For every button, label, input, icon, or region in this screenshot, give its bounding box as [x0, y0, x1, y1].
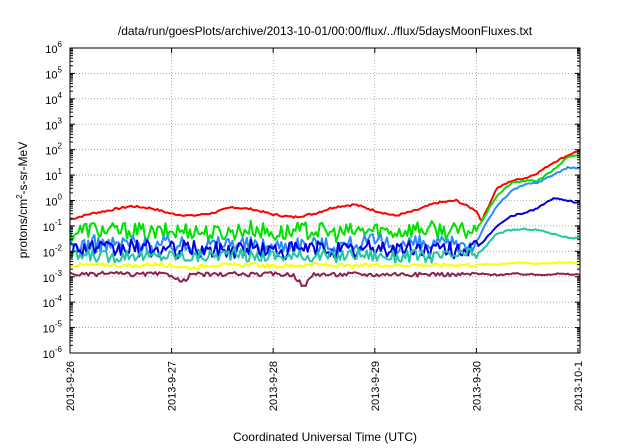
chart-title: /data/run/goesPlots/archive/2013-10-01/0… [118, 24, 533, 38]
y-tick-label: 100 [45, 193, 62, 209]
y-tick-label: 10-3 [43, 269, 63, 285]
y-tick-label: 10-5 [43, 320, 63, 336]
y-axis-label: protons/cm2-s-sr-MeV [15, 142, 30, 258]
x-axis-label: Coordinated Universal Time (UTC) [233, 430, 417, 444]
series-line-7 [69, 270, 581, 288]
x-tick-label: 2013-9-28 [268, 361, 280, 411]
grid-lines [69, 48, 580, 353]
series-line-6 [69, 261, 581, 271]
y-tick-label: 10-1 [43, 218, 63, 234]
x-tick-label: 2013-9-29 [370, 361, 382, 411]
y-tick-label: 106 [45, 40, 62, 56]
y-tick-label: 10-4 [43, 294, 63, 310]
x-tick-labels: 2013-9-26 2013-9-27 2013-9-28 2013-9-29 2013… [65, 361, 585, 411]
y-tick-label: 10-6 [43, 345, 63, 361]
series-line-1 [69, 149, 581, 221]
x-tick-label: 2013-9-27 [167, 361, 179, 411]
y-tick-label: 10-2 [43, 243, 63, 259]
series-line-5 [69, 227, 581, 265]
x-tick-label: 2013-9-26 [65, 361, 77, 411]
y-tick-label: 101 [45, 167, 62, 183]
x-tick-label: 2013-9-30 [471, 361, 483, 411]
y-tick-label: 105 [45, 65, 62, 81]
y-tick-label: 102 [45, 142, 62, 158]
data-series [69, 149, 581, 288]
y-tick-label: 104 [45, 91, 62, 107]
series-line-2 [69, 154, 581, 243]
axis-ticks [69, 47, 580, 354]
x-tick-label: 2013-10-1 [573, 361, 585, 411]
y-tick-labels: 106 105 104 103 102 101 100 10-1 10-2 10-3 10-4 10-… [43, 40, 63, 361]
y-tick-label: 103 [45, 116, 62, 132]
